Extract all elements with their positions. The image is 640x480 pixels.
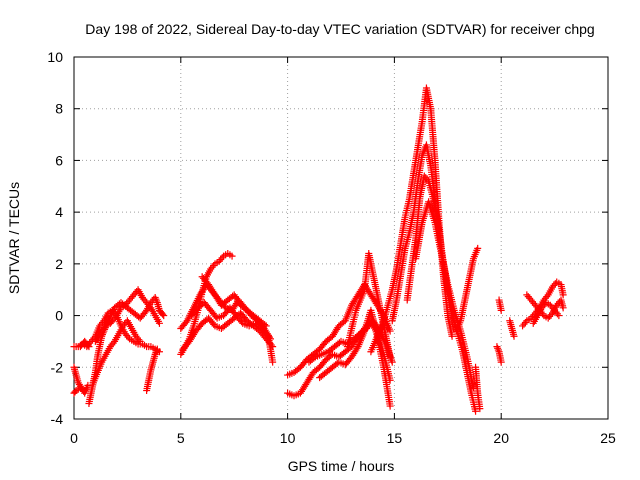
series-s22: [412, 198, 477, 392]
data-point: [386, 353, 394, 361]
data-point: [555, 312, 563, 320]
series-s25: [495, 296, 505, 314]
grid: [74, 57, 608, 419]
data-markers: [70, 84, 567, 415]
data-point: [109, 339, 117, 347]
data-point: [155, 319, 163, 327]
data-point: [153, 345, 161, 353]
data-point: [136, 337, 144, 345]
data-point: [521, 318, 529, 326]
series-s8: [76, 337, 93, 351]
data-point: [386, 327, 394, 335]
data-point: [494, 346, 502, 354]
data-point: [469, 384, 477, 392]
data-point: [151, 350, 159, 358]
data-point: [559, 304, 567, 312]
x-tick-label: 25: [600, 430, 616, 446]
y-tick-label: 8: [55, 101, 63, 117]
data-point: [262, 322, 270, 330]
series-s27: [519, 278, 567, 330]
data-point: [153, 347, 161, 355]
y-tick-label: -4: [51, 411, 64, 427]
data-point: [269, 358, 277, 366]
data-point: [547, 311, 555, 319]
data-point: [353, 344, 361, 352]
data-point: [153, 297, 161, 305]
data-point: [210, 262, 218, 270]
series-s5: [89, 317, 144, 387]
x-axis-label: GPS time / hours: [288, 458, 395, 474]
y-tick-label: 0: [55, 308, 63, 324]
data-point: [497, 358, 505, 366]
data-point: [152, 349, 160, 357]
data-point: [218, 254, 226, 262]
data-point: [543, 293, 551, 301]
series-s7: [143, 345, 161, 395]
y-tick-label: 6: [55, 152, 63, 168]
y-tick-label: 4: [55, 204, 63, 220]
chart-title: Day 198 of 2022, Sidereal Day-to-day VTE…: [85, 21, 594, 37]
series-s23: [472, 363, 484, 413]
data-point: [386, 402, 394, 410]
data-point: [152, 295, 160, 303]
series-s24: [493, 343, 505, 366]
series-s2: [70, 384, 89, 397]
series-s29: [529, 299, 563, 327]
data-point: [448, 332, 456, 340]
axis-ticks: [73, 56, 609, 420]
data-point: [476, 405, 484, 413]
data-point: [124, 333, 132, 341]
data-point: [472, 407, 480, 415]
data-point: [494, 344, 502, 352]
data-point: [85, 343, 93, 351]
data-point: [553, 310, 561, 318]
data-point: [510, 332, 518, 340]
data-point: [103, 318, 111, 326]
data-point: [263, 331, 271, 339]
y-tick-label: -2: [51, 359, 64, 375]
series-s19: [367, 84, 456, 356]
data-point: [497, 306, 505, 314]
data-point: [310, 354, 318, 362]
data-point: [81, 387, 89, 395]
series-s28: [523, 291, 567, 322]
data-point: [388, 358, 396, 366]
series-s13: [198, 273, 270, 330]
series-s26: [506, 317, 518, 340]
series-s12: [187, 299, 277, 366]
data-point: [228, 252, 236, 260]
x-tick-label: 10: [280, 430, 296, 446]
data-point: [84, 341, 92, 349]
data-point: [423, 175, 431, 183]
x-tick-label: 0: [70, 430, 78, 446]
data-point: [159, 310, 167, 318]
data-point: [493, 343, 501, 351]
data-point: [151, 293, 159, 301]
y-axis-label: SDTVAR / TECUs: [6, 182, 22, 294]
y-tick-label: 10: [47, 49, 63, 65]
axis-tick-labels: 0 5 10 15 20 25 -4 -2 0 2 4 6 8 10: [47, 49, 616, 446]
plot-frame: [73, 56, 609, 420]
data-point: [559, 291, 567, 299]
data-point: [135, 336, 143, 344]
x-tick-label: 15: [387, 430, 403, 446]
x-tick-label: 20: [493, 430, 509, 446]
data-point: [474, 244, 482, 252]
x-tick-label: 5: [177, 430, 185, 446]
data-point: [261, 321, 269, 329]
y-tick-label: 2: [55, 256, 63, 272]
data-point: [160, 312, 168, 320]
series-s6: [91, 293, 168, 345]
